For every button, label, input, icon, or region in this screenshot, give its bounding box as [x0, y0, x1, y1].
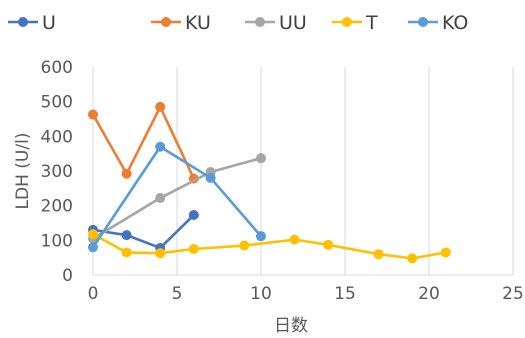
y-tick-label: 100 — [41, 231, 73, 251]
data-point — [121, 230, 132, 241]
legend-item: KO — [408, 12, 468, 34]
data-point — [121, 247, 132, 258]
legend-marker — [255, 17, 265, 27]
data-point — [407, 253, 418, 264]
data-point — [121, 168, 132, 179]
data-point — [155, 248, 166, 259]
legend-item: T — [332, 12, 378, 34]
tick-labels: 0 5 10 15 20 25 0 100 200 300 400 500 600 — [41, 58, 524, 304]
data-point — [155, 141, 166, 152]
legend-marker — [342, 17, 352, 27]
y-tick-label: 200 — [41, 197, 73, 217]
series-uu — [88, 153, 266, 244]
y-tick-label: 600 — [41, 58, 73, 78]
legend-label: UU — [279, 12, 307, 34]
y-axis-title: LDH (U/l) — [13, 133, 33, 210]
data-point — [88, 242, 98, 253]
data-point — [188, 244, 199, 254]
series-line — [91, 145, 262, 248]
data-point — [155, 101, 166, 112]
data-point — [323, 239, 334, 250]
data-point — [256, 153, 266, 164]
x-tick-label: 25 — [502, 284, 524, 304]
x-tick-label: 0 — [88, 284, 99, 304]
series-t — [88, 229, 451, 264]
series-line — [91, 105, 195, 180]
data-point — [155, 193, 166, 204]
legend: U KU UU T KO — [8, 12, 468, 34]
legend-label: U — [42, 12, 56, 34]
legend-label: KO — [442, 12, 468, 34]
legend-item: UU — [245, 12, 307, 34]
series-line — [92, 214, 195, 250]
series-lines — [88, 101, 451, 264]
legend-item: U — [8, 12, 56, 34]
series-line — [92, 156, 262, 240]
data-point — [88, 229, 98, 240]
legend-label: KU — [185, 12, 211, 34]
y-tick-label: 300 — [41, 162, 73, 182]
legend-marker — [161, 17, 171, 27]
x-tick-label: 5 — [172, 284, 183, 304]
y-tick-label: 500 — [41, 93, 73, 113]
x-axis-title: 日数 — [274, 316, 308, 336]
series-ko — [88, 141, 266, 253]
data-point — [88, 109, 98, 120]
grid-lines — [92, 67, 514, 275]
y-tick-label: 400 — [41, 127, 73, 147]
x-tick-label: 20 — [418, 284, 440, 304]
x-tick-label: 15 — [334, 284, 356, 304]
data-point — [256, 231, 266, 242]
legend-item: KU — [151, 12, 211, 34]
legend-marker — [418, 17, 428, 27]
x-tick-label: 10 — [250, 284, 272, 304]
series-line — [92, 232, 447, 260]
y-tick-label: 0 — [62, 266, 73, 286]
data-point — [205, 172, 216, 183]
legend-label: T — [365, 12, 378, 34]
data-point — [440, 247, 451, 258]
data-point — [239, 240, 250, 251]
data-point — [289, 234, 300, 245]
data-point — [188, 210, 199, 221]
legend-marker — [18, 17, 28, 27]
data-point — [373, 249, 384, 260]
